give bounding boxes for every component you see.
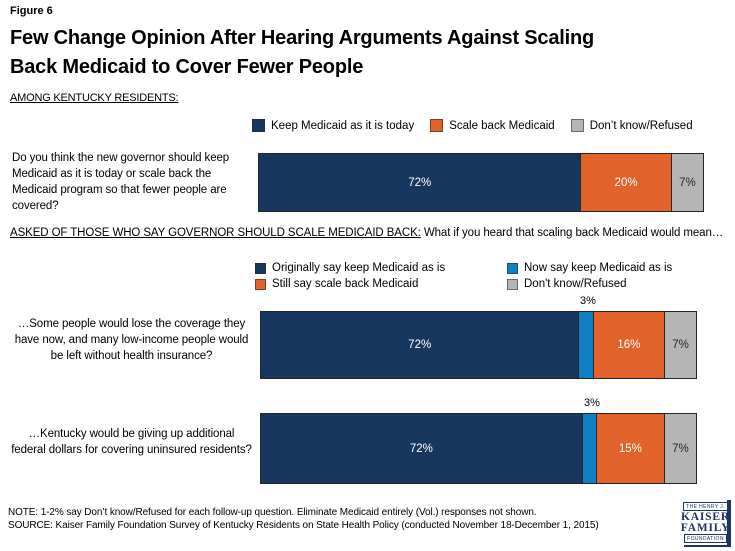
legend-label: Now say keep Medicaid as is xyxy=(524,262,673,274)
bar-segment-dontknow: 7% xyxy=(664,311,697,379)
logo-line-foundation: FOUNDATION xyxy=(684,534,727,543)
legend-followup: Originally say keep Medicaid as is Now s… xyxy=(255,262,672,290)
legend-swatch-gray xyxy=(507,278,518,290)
source-text: SOURCE: Kaiser Family Foundation Survey … xyxy=(8,520,599,531)
bar-segment-still-scaleback: 15% xyxy=(596,413,665,484)
question-1-text: Do you think the new governor should kee… xyxy=(12,152,230,212)
legend-label: Originally say keep Medicaid as is xyxy=(272,262,446,274)
bar-segment-still-scaleback: 16% xyxy=(592,311,666,379)
bar-segment-scaleback: 20% xyxy=(580,153,672,212)
logo-line-family: FAMILY xyxy=(680,522,731,534)
bar-segment-value: 72% xyxy=(408,176,432,189)
population-label: AMONG KENTUCKY RESIDENTS: xyxy=(10,92,179,104)
legend-label: Don't know/Refused xyxy=(524,278,627,290)
question-2-text: …Some people would lose the coverage the… xyxy=(14,318,249,362)
bar-segment-dontknow: 7% xyxy=(663,413,697,484)
bar-segment-dontknow: 7% xyxy=(670,153,704,212)
legend-swatch-navy xyxy=(255,262,266,274)
followup-heading-underlined: ASKED OF THOSE WHO SAY GOVERNOR SHOULD S… xyxy=(10,227,421,239)
bar-segment-originally-keep: 72% xyxy=(260,413,583,484)
question-3-text: …Kentucky would be giving up additional … xyxy=(11,428,252,456)
legend-item-scaleback: Scale back Medicaid xyxy=(430,119,555,132)
legend-label: Keep Medicaid as it is today xyxy=(271,119,415,132)
followup-heading-rest: What if you heard that scaling back Medi… xyxy=(420,227,724,239)
bar-segment-value: 72% xyxy=(408,339,432,351)
bar-segment-value: 16% xyxy=(617,339,641,351)
legend-swatch-orange xyxy=(255,278,266,290)
bar-segment-now-keep xyxy=(581,413,598,484)
legend-item-still-scaleback: Still say scale back Medicaid xyxy=(255,278,507,290)
kaiser-family-foundation-logo: THE HENRY J. KAISER FAMILY FOUNDATION xyxy=(680,500,731,547)
legend-item-now-keep: Now say keep Medicaid as is xyxy=(507,262,672,274)
legend-item-dontknow: Don’t know/Refused xyxy=(570,119,693,132)
legend-item-keep: Keep Medicaid as it is today xyxy=(252,119,414,132)
note-text: NOTE: 1-2% say Don’t know/Refused for ea… xyxy=(8,507,537,518)
bar-question-1: 72% 20% 7% xyxy=(258,153,704,212)
callout-3pct-q2: 3% xyxy=(580,295,596,307)
figure-number: Figure 6 xyxy=(10,5,53,17)
bar-segment-keep: 72% xyxy=(258,153,582,212)
logo-line-henry: THE HENRY J. xyxy=(683,502,728,511)
legend-swatch-gray xyxy=(570,119,584,132)
bar-segment-value: 15% xyxy=(618,442,642,455)
footnotes: NOTE: 1-2% say Don’t know/Refused for ea… xyxy=(8,506,668,532)
legend-item-originally-keep: Originally say keep Medicaid as is xyxy=(255,262,507,274)
bar-question-3: 72% 15% 7% xyxy=(260,413,697,484)
legend-label: Scale back Medicaid xyxy=(449,119,555,132)
followup-heading: ASKED OF THOSE WHO SAY GOVERNOR SHOULD S… xyxy=(10,225,732,242)
legend-swatch-orange xyxy=(430,119,444,132)
legend-swatch-navy xyxy=(252,119,265,132)
bar-question-2: 72% 16% 7% xyxy=(260,311,697,379)
bar-segment-now-keep xyxy=(578,311,594,379)
bar-segment-value: 20% xyxy=(614,176,638,189)
title-line-2: Back Medicaid to Cover Fewer People xyxy=(10,56,364,78)
legend-label: Don’t know/Refused xyxy=(589,119,693,132)
bar-segment-value: 7% xyxy=(672,442,689,455)
bar-segment-value: 7% xyxy=(679,176,696,189)
page-title: Few Change Opinion After Hearing Argumen… xyxy=(10,24,722,82)
logo-line-kaiser: KAISER xyxy=(681,511,730,523)
callout-3pct-q3: 3% xyxy=(584,397,600,409)
legend-top: Keep Medicaid as it is today Scale back … xyxy=(252,119,693,132)
title-line-1: Few Change Opinion After Hearing Argumen… xyxy=(10,27,595,49)
legend-swatch-blue xyxy=(507,262,518,274)
bar-segment-value: 7% xyxy=(672,339,689,351)
bar-segment-originally-keep: 72% xyxy=(260,311,580,379)
legend-label: Still say scale back Medicaid xyxy=(272,278,419,290)
legend-item-dontknow: Don't know/Refused xyxy=(507,278,672,290)
bar-segment-value: 72% xyxy=(409,442,433,455)
